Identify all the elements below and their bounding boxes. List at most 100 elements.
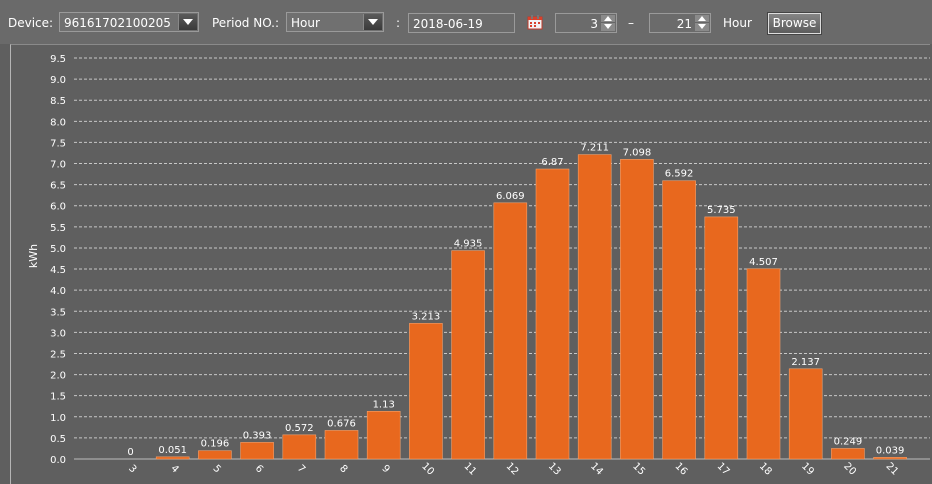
bar-21 xyxy=(873,457,907,460)
device-select[interactable]: 96161702100205 xyxy=(59,12,199,32)
bar-14 xyxy=(577,154,612,460)
bar-8 xyxy=(324,430,359,460)
x-tick-label: 7 xyxy=(295,463,307,475)
end-hour-value: 21 xyxy=(676,17,692,31)
chart-frame xyxy=(10,44,930,484)
bar-4 xyxy=(155,456,190,460)
data-label-21: 0.039 xyxy=(876,445,905,456)
y-tick-label: 3.5 xyxy=(50,307,66,318)
y-tick-label: 4.5 xyxy=(50,265,66,276)
data-label-18: 4.507 xyxy=(749,257,778,268)
y-axis-label: kWh xyxy=(27,244,40,268)
y-tick-label: 4.0 xyxy=(50,286,66,297)
period-select-value: Hour xyxy=(291,16,320,30)
bar-6 xyxy=(240,442,274,460)
y-tick-label: 8.5 xyxy=(50,96,66,107)
browse-button[interactable]: Browse xyxy=(767,12,822,35)
date-field[interactable]: 2018-06-19 xyxy=(408,13,515,33)
y-tick-label: 2.0 xyxy=(50,371,66,382)
x-tick-label: 19 xyxy=(799,461,816,478)
data-label-20: 0.249 xyxy=(834,436,863,447)
bar-18 xyxy=(746,268,781,460)
x-tick-label: 17 xyxy=(715,461,732,478)
y-tick-label: 0.0 xyxy=(50,455,66,466)
bar-10 xyxy=(409,323,443,460)
y-tick-label: 2.5 xyxy=(50,349,66,360)
value-labels: 0 0.051 0.196 0.393 0.572 0.676 1.13 3.213 4.935… xyxy=(127,143,904,458)
y-axis-ticks: 0.0 0.5 1.0 1.5 2.0 2.5 3.0 3.5 4.0 4.5 5.0 5.5 6.0 6… xyxy=(50,54,66,466)
data-label-7: 0.572 xyxy=(285,423,314,434)
chart-grid xyxy=(74,57,930,460)
bar-17 xyxy=(704,216,739,460)
bar-9 xyxy=(366,411,401,460)
data-label-8: 0.676 xyxy=(327,418,356,429)
x-tick-label: 8 xyxy=(337,463,349,475)
x-tick-label: 5 xyxy=(211,463,223,475)
y-tick-label: 3.0 xyxy=(50,328,66,339)
date-colon: : xyxy=(396,16,401,30)
y-tick-label: 6.5 xyxy=(50,181,66,192)
data-label-17: 5.735 xyxy=(707,205,736,216)
calendar-icon[interactable] xyxy=(527,14,543,30)
data-label-6: 0.393 xyxy=(243,430,272,441)
bar-20 xyxy=(831,448,865,460)
start-hour-value: 3 xyxy=(590,17,598,31)
device-label: Device: xyxy=(8,16,54,30)
x-axis-ticks: 3 4 5 6 7 8 9 10 11 12 13 14 15 16 17 18 19 20 21 xyxy=(126,461,900,478)
range-dash: – xyxy=(628,16,634,30)
spin-down-icon[interactable] xyxy=(695,23,709,31)
x-tick-label: 9 xyxy=(379,463,391,475)
date-field-value: 2018-06-19 xyxy=(413,17,483,31)
x-tick-label: 12 xyxy=(504,461,521,478)
period-label: Period NO.: xyxy=(212,16,280,30)
data-label-16: 6.592 xyxy=(665,169,694,180)
x-tick-label: 3 xyxy=(126,463,138,475)
y-tick-label: 1.5 xyxy=(50,392,66,403)
toolbar: Device: 96161702100205 Period NO.: Hour … xyxy=(0,0,932,44)
data-label-12: 6.069 xyxy=(496,191,525,202)
bar-15 xyxy=(620,159,654,460)
x-tick-label: 16 xyxy=(672,461,689,478)
spin-up-icon[interactable] xyxy=(695,15,709,23)
bar-16 xyxy=(662,180,696,460)
start-hour-spinner xyxy=(601,15,615,31)
data-label-5: 0.196 xyxy=(201,439,230,450)
data-label-9: 1.13 xyxy=(373,399,395,410)
y-tick-label: 7.5 xyxy=(50,138,66,149)
y-tick-label: 6.0 xyxy=(50,202,66,213)
y-tick-label: 0.5 xyxy=(50,434,66,445)
spin-up-icon[interactable] xyxy=(601,15,615,23)
x-tick-label: 20 xyxy=(841,461,858,478)
start-hour-stepper[interactable]: 3 xyxy=(555,13,617,33)
bar-12 xyxy=(493,202,528,460)
bars xyxy=(155,154,907,460)
data-label-3: 0 xyxy=(127,447,133,458)
bar-5 xyxy=(198,450,232,460)
data-label-11: 4.935 xyxy=(454,239,483,250)
period-select[interactable]: Hour xyxy=(286,12,384,32)
x-tick-label: 11 xyxy=(461,461,478,478)
y-tick-label: 5.5 xyxy=(50,223,66,234)
spin-down-icon[interactable] xyxy=(601,23,615,31)
x-tick-label: 6 xyxy=(253,463,265,475)
x-tick-label: 10 xyxy=(419,461,436,478)
end-hour-spinner xyxy=(695,15,709,31)
hour-unit-label: Hour xyxy=(723,16,752,30)
y-tick-label: 9.0 xyxy=(50,75,66,86)
data-label-14: 7.211 xyxy=(580,143,609,154)
y-tick-label: 1.0 xyxy=(50,413,66,424)
end-hour-stepper[interactable]: 21 xyxy=(649,13,711,33)
chevron-down-icon[interactable] xyxy=(363,14,382,30)
x-tick-label: 21 xyxy=(883,461,900,478)
bar-19 xyxy=(788,368,823,460)
x-tick-label: 4 xyxy=(168,463,180,475)
x-tick-label: 14 xyxy=(588,461,605,478)
data-label-13: 6.87 xyxy=(541,157,563,168)
y-tick-label: 5.0 xyxy=(50,244,66,255)
x-tick-label: 18 xyxy=(757,461,774,478)
y-tick-label: 9.5 xyxy=(50,54,66,65)
data-label-10: 3.213 xyxy=(412,311,441,322)
chevron-down-icon[interactable] xyxy=(178,14,197,30)
y-tick-label: 8.0 xyxy=(50,117,66,128)
